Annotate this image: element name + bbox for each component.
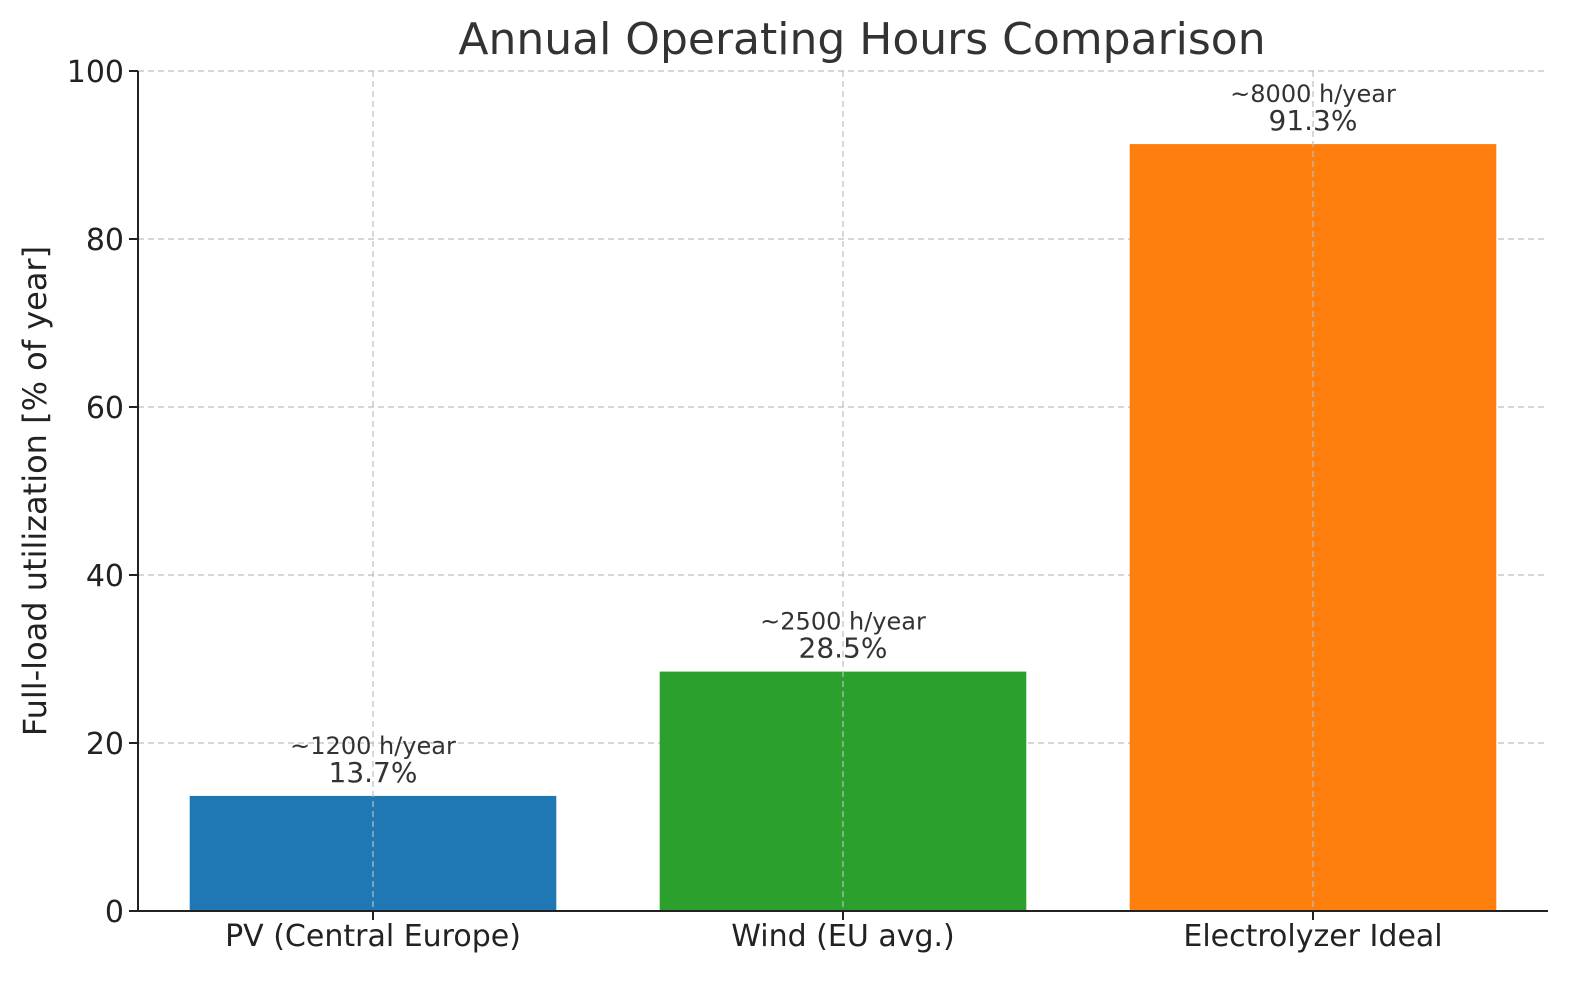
x-tick-label: Electrolyzer Ideal xyxy=(1183,919,1442,954)
bar-value-label: 28.5% xyxy=(799,632,888,665)
chart-title: Annual Operating Hours Comparison xyxy=(458,14,1265,65)
y-tick-label: 60 xyxy=(86,391,124,426)
y-axis-label: Full-load utilization [% of year] xyxy=(16,246,54,736)
bar-hours-label: ~2500 h/year xyxy=(760,608,926,636)
y-tick-label: 80 xyxy=(86,223,124,258)
axes: 0 20 40 60 80 100 PV (Central Europe) Wind (EU … xyxy=(67,55,1548,954)
y-tick-label: 100 xyxy=(67,55,124,90)
y-tick-label: 0 xyxy=(105,895,124,930)
bar-value-label: 91.3% xyxy=(1269,104,1358,137)
bar-hours-label: ~8000 h/year xyxy=(1230,80,1396,108)
x-tick-label: PV (Central Europe) xyxy=(225,919,521,954)
y-tick-label: 40 xyxy=(86,559,124,594)
bar-hours-label: ~1200 h/year xyxy=(290,732,456,760)
bar-value-label: 13.7% xyxy=(329,756,418,789)
x-tick-label: Wind (EU avg.) xyxy=(731,919,955,954)
vertical-grid xyxy=(372,71,1314,911)
y-tick-label: 20 xyxy=(86,727,124,762)
